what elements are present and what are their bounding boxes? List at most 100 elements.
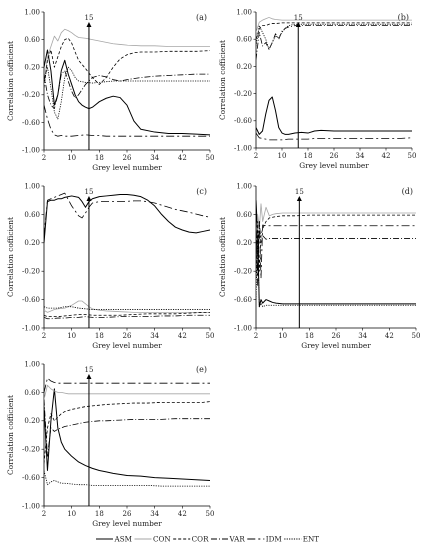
y-tick-label: 0.20 (236, 239, 252, 247)
x-tick-label: 18 (95, 510, 104, 518)
panel-label: (b) (398, 13, 409, 22)
x-tick-label: 50 (408, 152, 417, 160)
y-axis-title: Correlation cofficient (6, 41, 15, 121)
x-tick-label: 42 (178, 510, 187, 518)
marker-label: 15 (84, 188, 93, 196)
y-tick-label: -0.60 (234, 296, 252, 304)
marker-label: 15 (84, 366, 93, 374)
series-line-con (44, 384, 210, 400)
x-axis-title: Grey level number (92, 341, 162, 350)
series-line-ent (256, 235, 416, 308)
series-line-asm (44, 49, 210, 136)
chart-panel-2: 1.00 0.60 0.20 -0.20 -0.60 -1.002 10 18 26 34 42 50… (6, 182, 214, 350)
x-tick-label: 10 (67, 332, 76, 340)
x-tick-label: 42 (178, 154, 187, 162)
y-axis-title: Correlation cofficient (218, 217, 227, 297)
series-line-idm (256, 214, 416, 286)
series-line-asm (44, 194, 210, 243)
x-tick-label: 34 (150, 332, 159, 340)
x-axis-title: Grey level number (92, 519, 162, 528)
y-tick-label: -0.20 (234, 268, 252, 276)
x-tick-label: 50 (206, 332, 215, 340)
x-tick-label: 18 (305, 332, 314, 340)
x-tick-label: 42 (178, 332, 187, 340)
series-line-asm (256, 96, 412, 135)
x-tick-label: 10 (278, 332, 287, 340)
series-line-idm (44, 105, 210, 137)
legend-item-con: CON (134, 535, 171, 544)
series-line-ent (44, 66, 210, 120)
legend-item-idm: IDM (247, 535, 282, 544)
y-tick-label: 0.60 (236, 211, 252, 219)
x-tick-label: 26 (123, 332, 132, 340)
x-tick-label: 50 (206, 154, 215, 162)
x-tick-label: 2 (254, 152, 258, 160)
series-line-idm (256, 132, 412, 141)
legend-label: VAR (228, 535, 245, 544)
y-tick-label: 0.60 (24, 389, 40, 397)
marker-arrowhead (86, 22, 92, 27)
y-tick-label: 1.00 (24, 8, 40, 16)
series-line-con (44, 300, 210, 313)
y-tick-label: 0.20 (24, 417, 40, 425)
x-tick-label: 34 (150, 154, 159, 162)
series-line-var (44, 399, 210, 457)
x-tick-label: 2 (42, 510, 46, 518)
x-tick-label: 10 (67, 154, 76, 162)
series-line-idm (44, 192, 210, 236)
legend: ASM CON COR VAR IDM ENT (96, 535, 319, 544)
y-tick-label: -1.00 (22, 324, 40, 332)
y-tick-label: -1.00 (22, 146, 40, 154)
marker-arrowhead (86, 196, 92, 201)
x-tick-label: 26 (123, 510, 132, 518)
legend-item-ent: ENT (284, 535, 319, 544)
y-tick-label: -0.60 (22, 474, 40, 482)
series-line-cor (44, 37, 210, 88)
y-tick-label: 1.00 (24, 360, 40, 368)
y-tick-label: -0.60 (234, 117, 252, 125)
y-axis-title: Correlation cofficient (218, 40, 227, 120)
chart-panel-4: 1.00 0.60 0.20 -0.20 -0.60 -1.002 10 18 26 34 42 50… (6, 360, 214, 528)
x-tick-label: 18 (95, 154, 104, 162)
series-line-var (256, 221, 416, 272)
marker-label: 15 (84, 14, 93, 22)
series-line-idm (44, 377, 210, 393)
series-line-asm (256, 200, 416, 308)
x-tick-label: 10 (278, 152, 287, 160)
series-line-cor (256, 214, 416, 279)
x-tick-label: 18 (95, 332, 104, 340)
series-line-con (256, 17, 412, 33)
legend-label: ENT (303, 535, 320, 544)
panel-label: (c) (196, 187, 207, 196)
x-tick-label: 26 (123, 154, 132, 162)
y-tick-label: -0.60 (22, 119, 40, 127)
x-tick-label: 10 (67, 510, 76, 518)
series-line-var (44, 70, 210, 109)
chart-panel-1: 1.00 0.60 0.20 -0.20 -0.60 -1.002 10 18 26 34 42 50… (218, 8, 416, 170)
series-line-con (256, 203, 416, 293)
series-line-ent (44, 306, 210, 310)
series-line-asm (44, 388, 210, 481)
legend-label: CON (153, 535, 171, 544)
y-tick-label: -0.20 (22, 446, 40, 454)
panel-label: (a) (196, 13, 207, 22)
x-tick-label: 50 (206, 510, 215, 518)
panel-label: (d) (402, 187, 413, 196)
y-tick-label: -0.60 (22, 296, 40, 304)
y-tick-label: 0.20 (236, 63, 252, 71)
x-tick-label: 2 (42, 332, 46, 340)
y-axis-title: Correlation cofficient (6, 217, 15, 297)
y-axis-title: Correlation cofficient (6, 395, 15, 475)
marker-arrowhead (296, 196, 302, 201)
x-axis-title: Grey level number (299, 161, 369, 170)
y-tick-label: 0.20 (24, 239, 40, 247)
x-tick-label: 26 (332, 332, 341, 340)
series-line-ent (256, 23, 412, 50)
legend-item-var: VAR (210, 535, 245, 544)
x-tick-label: 34 (358, 332, 367, 340)
y-tick-label: 0.60 (24, 36, 40, 44)
legend-item-cor: COR (173, 535, 209, 544)
series-line-cor (44, 311, 210, 318)
y-tick-label: 0.60 (24, 211, 40, 219)
